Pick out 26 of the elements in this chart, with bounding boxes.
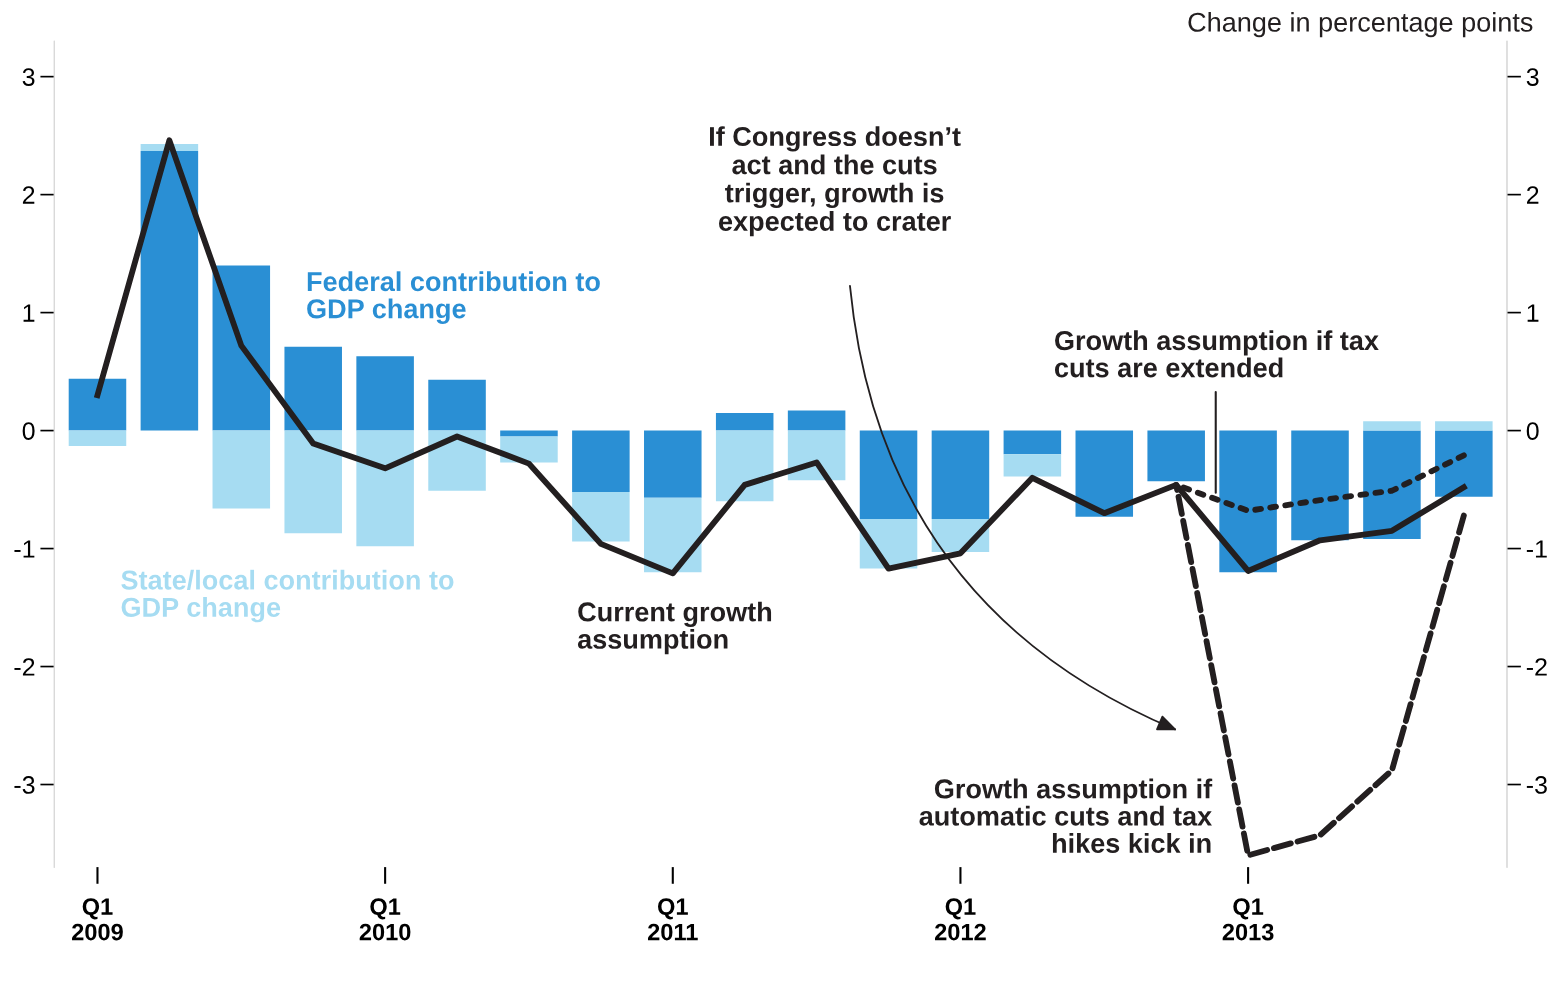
- y-tick-label: 2: [22, 186, 35, 204]
- y2-tick-label: -1: [1526, 540, 1547, 558]
- y-tick-label: -2: [14, 658, 35, 676]
- y2-tick-label: 3: [1526, 68, 1539, 86]
- y-tick-label: 1: [23, 304, 35, 322]
- text: Current growth assumption: [577, 601, 772, 655]
- annotation: If Congress doesn’t act and the cuts trigger, growth is expected to crater: [710, 126, 961, 237]
- series-label: Growth assumption if automatic cuts and tax hikes kick in: [919, 778, 1213, 853]
- x-tick-label: Q1 2009: [72, 898, 123, 941]
- y2-tick-label: -3: [1526, 776, 1547, 794]
- y2-tick-label: -2: [1526, 658, 1547, 676]
- text: Change in percentage points: [1188, 11, 1533, 38]
- x-tick-label: Q1 2013: [1222, 898, 1274, 941]
- x-tick-label: Q1 2012: [935, 898, 986, 941]
- y2-tick-label: 2: [1527, 186, 1539, 204]
- y-tick-label: -1: [14, 540, 35, 558]
- y2-tick-label: 1: [1527, 304, 1539, 322]
- y-tick-label: 0: [22, 422, 35, 440]
- y2-tick-label: 0: [1526, 422, 1539, 440]
- y-tick-label: -3: [14, 776, 35, 794]
- y-tick-label: 3: [22, 68, 35, 86]
- series-label: Federal contribution to GDP change: [307, 271, 600, 324]
- x-tick-label: Q1 2010: [359, 898, 411, 941]
- x-tick-label: Q1 2011: [647, 898, 698, 941]
- series-label: State/local contribution to GDP change: [121, 569, 454, 623]
- text: Growth assumption if tax cuts are extended: [1054, 330, 1379, 378]
